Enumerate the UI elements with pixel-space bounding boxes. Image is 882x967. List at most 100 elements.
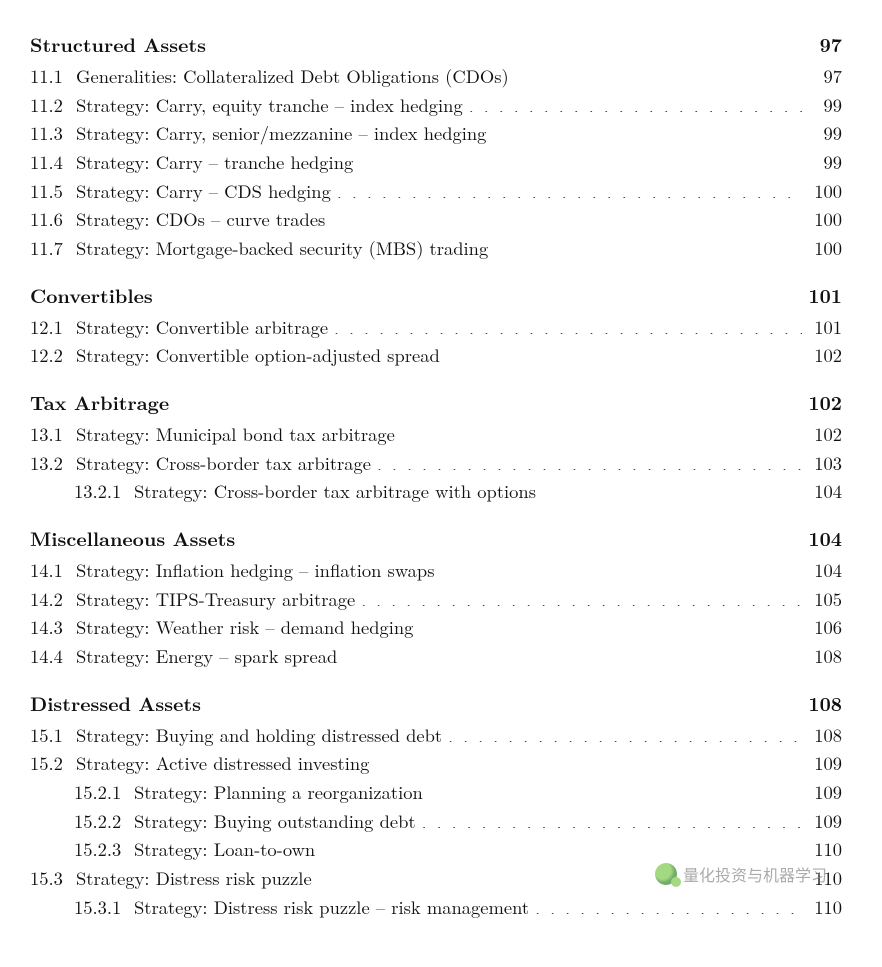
entry-label: Strategy: Cross-border tax arbitrage wit… — [134, 477, 536, 506]
entry-label: Strategy: Energy – spark spread — [76, 642, 337, 671]
toc-entry: 13.1Strategy: Municipal bond tax arbitra… — [30, 420, 842, 449]
entry-number: 11.2 — [30, 91, 76, 120]
leader-dots — [401, 423, 802, 442]
section-heading: Structured Assets 97 — [30, 30, 842, 58]
toc-entry: 15.2.3Strategy: Loan-to-own110 — [30, 835, 842, 864]
leader-dots — [331, 208, 802, 227]
entry-number: 11.3 — [30, 119, 76, 148]
spacer — [169, 388, 802, 416]
toc-entry: 12.2Strategy: Convertible option-adjuste… — [30, 341, 842, 370]
spacer — [153, 281, 802, 309]
entry-page: 99 — [808, 148, 842, 177]
section-page: 102 — [802, 388, 842, 416]
leader-dots — [542, 480, 802, 499]
entry-label: Strategy: Loan-to-own — [134, 835, 315, 864]
entry-number: 13.2.1 — [74, 477, 134, 506]
leader-dots — [515, 65, 802, 84]
section-title: Structured Assets — [30, 30, 206, 58]
section-page: 104 — [802, 524, 842, 552]
leader-dots — [429, 781, 802, 800]
entry-number: 15.2.3 — [74, 835, 134, 864]
entry-label: Strategy: Carry, equity tranche – index … — [76, 91, 463, 120]
entry-number: 12.2 — [30, 341, 76, 370]
entry-number: 11.5 — [30, 177, 76, 206]
toc-section: Structured Assets9711.1Generalities: Col… — [30, 30, 842, 263]
section-heading: Miscellaneous Assets 104 — [30, 524, 842, 552]
entry-label: Strategy: Mortgage-backed security (MBS)… — [76, 234, 488, 263]
entry-page: 100 — [808, 177, 842, 206]
leader-dots — [419, 616, 802, 635]
entry-label: Strategy: Planning a reorganization — [134, 778, 423, 807]
toc-entry: 15.2.2Strategy: Buying outstanding debt1… — [30, 807, 842, 836]
entry-number: 14.1 — [30, 556, 76, 585]
toc-entry: 11.2Strategy: Carry, equity tranche – in… — [30, 91, 842, 120]
spacer — [235, 524, 802, 552]
leader-dots — [334, 315, 802, 334]
toc-entry: 11.1Generalities: Collateralized Debt Ob… — [30, 62, 842, 91]
leader-dots — [359, 151, 802, 170]
leader-dots — [375, 752, 802, 771]
toc-entry: 11.4Strategy: Carry – tranche hedging99 — [30, 148, 842, 177]
toc-entry: 14.3Strategy: Weather risk – demand hedg… — [30, 613, 842, 642]
section-heading: Tax Arbitrage 102 — [30, 388, 842, 416]
leader-dots — [448, 723, 802, 742]
section-page: 101 — [802, 281, 842, 309]
entry-number: 15.3.1 — [74, 893, 134, 922]
leader-dots — [321, 838, 802, 857]
entry-page: 100 — [808, 234, 842, 263]
entry-label: Strategy: Distress risk puzzle – risk ma… — [134, 893, 529, 922]
leader-dots — [337, 179, 802, 198]
entry-number: 15.3 — [30, 864, 76, 893]
spacer — [206, 30, 802, 58]
entry-number: 15.1 — [30, 721, 76, 750]
leader-dots — [343, 645, 802, 664]
section-title: Convertibles — [30, 281, 153, 309]
entry-page: 104 — [808, 556, 842, 585]
entry-label: Strategy: Inflation hedging – inflation … — [76, 556, 435, 585]
toc-section: Miscellaneous Assets10414.1Strategy: Inf… — [30, 524, 842, 671]
section-title: Tax Arbitrage — [30, 388, 169, 416]
toc-entry: 14.1Strategy: Inflation hedging – inflat… — [30, 556, 842, 585]
entry-page: 97 — [808, 62, 842, 91]
toc-entry: 15.1Strategy: Buying and holding distres… — [30, 721, 842, 750]
entry-label: Strategy: Carry, senior/mezzanine – inde… — [76, 119, 486, 148]
section-page: 97 — [802, 30, 842, 58]
entry-label: Strategy: Convertible arbitrage — [76, 313, 328, 342]
leader-dots — [361, 587, 802, 606]
toc-entry: 15.3.1Strategy: Distress risk puzzle – r… — [30, 893, 842, 922]
entry-label: Generalities: Collateralized Debt Obliga… — [76, 62, 509, 91]
leader-dots — [535, 895, 802, 914]
entry-page: 109 — [808, 749, 842, 778]
entry-page: 102 — [808, 420, 842, 449]
entry-page: 102 — [808, 341, 842, 370]
watermark-text: 量化投资与机器学习 — [683, 862, 827, 886]
entry-number: 14.2 — [30, 585, 76, 614]
section-title: Miscellaneous Assets — [30, 524, 235, 552]
toc-entry: 12.1Strategy: Convertible arbitrage101 — [30, 313, 842, 342]
toc-section: Convertibles10112.1Strategy: Convertible… — [30, 281, 842, 370]
entry-label: Strategy: TIPS-Treasury arbitrage — [76, 585, 355, 614]
leader-dots — [492, 122, 802, 141]
entry-label: Strategy: Convertible option-adjusted sp… — [76, 341, 440, 370]
toc-entry: 11.5Strategy: Carry – CDS hedging100 — [30, 177, 842, 206]
entry-number: 11.4 — [30, 148, 76, 177]
leader-dots — [446, 344, 802, 363]
leader-dots — [377, 451, 802, 470]
toc-section: Distressed Assets10815.1Strategy: Buying… — [30, 689, 842, 922]
entry-page: 103 — [808, 449, 842, 478]
table-of-contents: Structured Assets9711.1Generalities: Col… — [30, 30, 842, 921]
entry-number: 14.4 — [30, 642, 76, 671]
entry-number: 15.2.2 — [74, 807, 134, 836]
entry-page: 109 — [808, 807, 842, 836]
entry-number: 15.2 — [30, 749, 76, 778]
spacer — [201, 689, 802, 717]
toc-entry: 14.2Strategy: TIPS-Treasury arbitrage 105 — [30, 585, 842, 614]
entry-page: 101 — [808, 313, 842, 342]
entry-page: 105 — [808, 585, 842, 614]
entry-page: 110 — [808, 893, 842, 922]
leader-dots — [441, 559, 803, 578]
entry-page: 108 — [808, 721, 842, 750]
entry-page: 100 — [808, 205, 842, 234]
entry-page: 104 — [808, 477, 842, 506]
toc-entry: 11.3Strategy: Carry, senior/mezzanine – … — [30, 119, 842, 148]
